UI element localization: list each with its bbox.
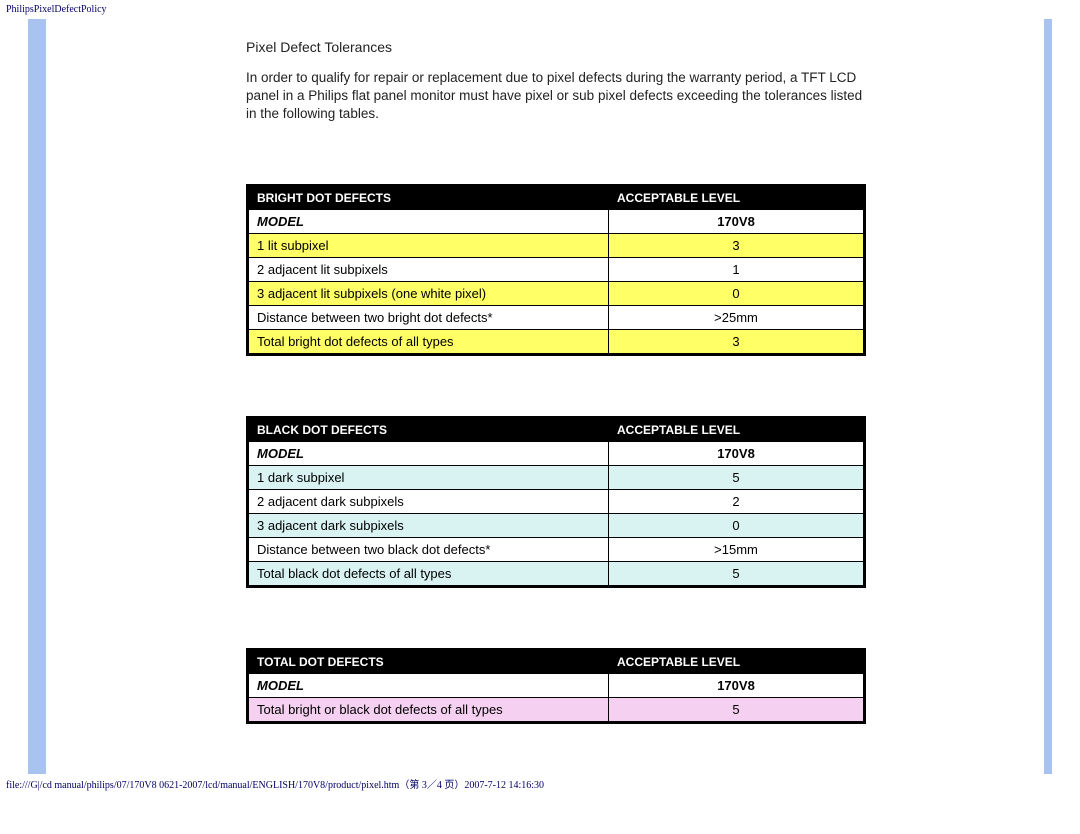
defect-description: 3 adjacent lit subpixels (one white pixe… xyxy=(249,281,609,305)
table-row: Total black dot defects of all types5 xyxy=(249,561,864,585)
intro-paragraph: In order to qualify for repair or replac… xyxy=(246,69,866,124)
table: BRIGHT DOT DEFECTSACCEPTABLE LEVELMODEL1… xyxy=(248,186,864,354)
defect-description: Distance between two black dot defects* xyxy=(249,537,609,561)
right-margin xyxy=(866,19,1052,774)
model-label: MODEL xyxy=(249,441,609,465)
defect-description: 1 lit subpixel xyxy=(249,233,609,257)
table: BLACK DOT DEFECTSACCEPTABLE LEVELMODEL17… xyxy=(248,418,864,586)
defect-value: 5 xyxy=(609,465,864,489)
table-row: 1 lit subpixel3 xyxy=(249,233,864,257)
table-row: Distance between two bright dot defects*… xyxy=(249,305,864,329)
tables-container: BRIGHT DOT DEFECTSACCEPTABLE LEVELMODEL1… xyxy=(246,184,866,724)
defect-value: 0 xyxy=(609,281,864,305)
model-value: 170V8 xyxy=(609,209,864,233)
left-margin xyxy=(46,19,246,774)
table-header-row: BRIGHT DOT DEFECTSACCEPTABLE LEVEL xyxy=(249,186,864,209)
defect-description: Distance between two bright dot defects* xyxy=(249,305,609,329)
defect-value: >25mm xyxy=(609,305,864,329)
table-row: Total bright dot defects of all types3 xyxy=(249,329,864,353)
table-header-left: TOTAL DOT DEFECTS xyxy=(249,650,609,673)
defect-table: TOTAL DOT DEFECTSACCEPTABLE LEVELMODEL17… xyxy=(246,648,866,724)
table-header-right: ACCEPTABLE LEVEL xyxy=(609,186,864,209)
defect-value: 2 xyxy=(609,489,864,513)
defect-value: 1 xyxy=(609,257,864,281)
table-header-right: ACCEPTABLE LEVEL xyxy=(609,650,864,673)
page-header: PhilipsPixelDefectPolicy xyxy=(0,0,1080,19)
section-heading: Pixel Defect Tolerances xyxy=(246,39,866,55)
table-header-right: ACCEPTABLE LEVEL xyxy=(609,418,864,441)
defect-value: 5 xyxy=(609,697,864,721)
defect-description: 1 dark subpixel xyxy=(249,465,609,489)
right-sidebar-stripe xyxy=(1044,19,1052,774)
defect-description: Total bright or black dot defects of all… xyxy=(249,697,609,721)
model-label: MODEL xyxy=(249,209,609,233)
defect-description: Total black dot defects of all types xyxy=(249,561,609,585)
main-content: Pixel Defect Tolerances In order to qual… xyxy=(246,19,866,774)
model-label: MODEL xyxy=(249,673,609,697)
table: TOTAL DOT DEFECTSACCEPTABLE LEVELMODEL17… xyxy=(248,650,864,722)
table-row: Distance between two black dot defects*>… xyxy=(249,537,864,561)
defect-value: 5 xyxy=(609,561,864,585)
defect-description: 2 adjacent lit subpixels xyxy=(249,257,609,281)
table-row: 1 dark subpixel5 xyxy=(249,465,864,489)
page-body: Pixel Defect Tolerances In order to qual… xyxy=(28,19,1052,774)
table-row: 3 adjacent dark subpixels0 xyxy=(249,513,864,537)
defect-value: >15mm xyxy=(609,537,864,561)
table-row: 3 adjacent lit subpixels (one white pixe… xyxy=(249,281,864,305)
defect-description: 2 adjacent dark subpixels xyxy=(249,489,609,513)
defect-value: 3 xyxy=(609,233,864,257)
table-row: 2 adjacent dark subpixels2 xyxy=(249,489,864,513)
table-header-left: BLACK DOT DEFECTS xyxy=(249,418,609,441)
model-row: MODEL170V8 xyxy=(249,673,864,697)
defect-value: 0 xyxy=(609,513,864,537)
defect-table: BRIGHT DOT DEFECTSACCEPTABLE LEVELMODEL1… xyxy=(246,184,866,356)
table-row: Total bright or black dot defects of all… xyxy=(249,697,864,721)
defect-table: BLACK DOT DEFECTSACCEPTABLE LEVELMODEL17… xyxy=(246,416,866,588)
table-row: 2 adjacent lit subpixels1 xyxy=(249,257,864,281)
table-header-row: BLACK DOT DEFECTSACCEPTABLE LEVEL xyxy=(249,418,864,441)
page-footer: file:///G|/cd manual/philips/07/170V8 06… xyxy=(0,774,1080,793)
defect-value: 3 xyxy=(609,329,864,353)
model-row: MODEL170V8 xyxy=(249,441,864,465)
model-value: 170V8 xyxy=(609,673,864,697)
table-header-left: BRIGHT DOT DEFECTS xyxy=(249,186,609,209)
defect-description: 3 adjacent dark subpixels xyxy=(249,513,609,537)
defect-description: Total bright dot defects of all types xyxy=(249,329,609,353)
table-header-row: TOTAL DOT DEFECTSACCEPTABLE LEVEL xyxy=(249,650,864,673)
model-row: MODEL170V8 xyxy=(249,209,864,233)
model-value: 170V8 xyxy=(609,441,864,465)
left-sidebar-stripe xyxy=(28,19,46,774)
